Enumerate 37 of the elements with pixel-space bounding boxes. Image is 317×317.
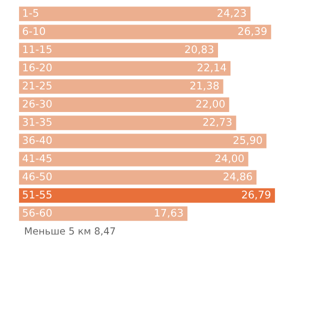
data-label: 24,86	[224, 172, 252, 182]
y-tick-label: 51-55	[22, 190, 52, 199]
y-tick-label: 11-15	[23, 45, 52, 54]
y-tick-label: 56-60	[22, 208, 52, 217]
data-label: 26,79	[242, 190, 270, 200]
y-tick-label: 31-35	[22, 118, 52, 126]
bar	[19, 61, 231, 76]
y-tick-label: 21-25	[22, 82, 52, 90]
y-tick-label: 1-5	[23, 9, 38, 17]
bar	[19, 152, 248, 166]
data-label: 17,63	[154, 208, 183, 218]
y-tick-label: 16-20	[23, 63, 52, 72]
y-tick-label: 6-10	[22, 27, 46, 36]
y-tick-label: 41-45	[22, 154, 52, 162]
y-tick-label: 26-30	[22, 100, 52, 108]
data-label: 20,83	[185, 45, 214, 54]
bar	[19, 134, 266, 148]
data-label: 22,00	[196, 100, 225, 109]
bar	[19, 170, 257, 185]
y-tick-label: 46-50	[22, 172, 52, 180]
bar	[19, 42, 218, 58]
data-label: 22,73	[203, 118, 232, 127]
text: Меньше 5 км 8,47	[25, 227, 115, 236]
data-label: 22,14	[198, 63, 226, 72]
data-label: 25,90	[234, 136, 262, 146]
y-tick-label: 36-40	[22, 136, 52, 144]
data-label: 26,39	[238, 27, 267, 36]
bar	[19, 79, 224, 94]
bar	[19, 188, 275, 203]
data-label: 21,38	[190, 82, 219, 91]
bar	[19, 206, 188, 221]
data-label: 24,23	[218, 8, 246, 18]
bar	[19, 6, 250, 22]
bar	[19, 116, 236, 130]
bar	[19, 24, 272, 40]
bar	[19, 97, 230, 112]
data-label: 24,00	[215, 154, 244, 164]
